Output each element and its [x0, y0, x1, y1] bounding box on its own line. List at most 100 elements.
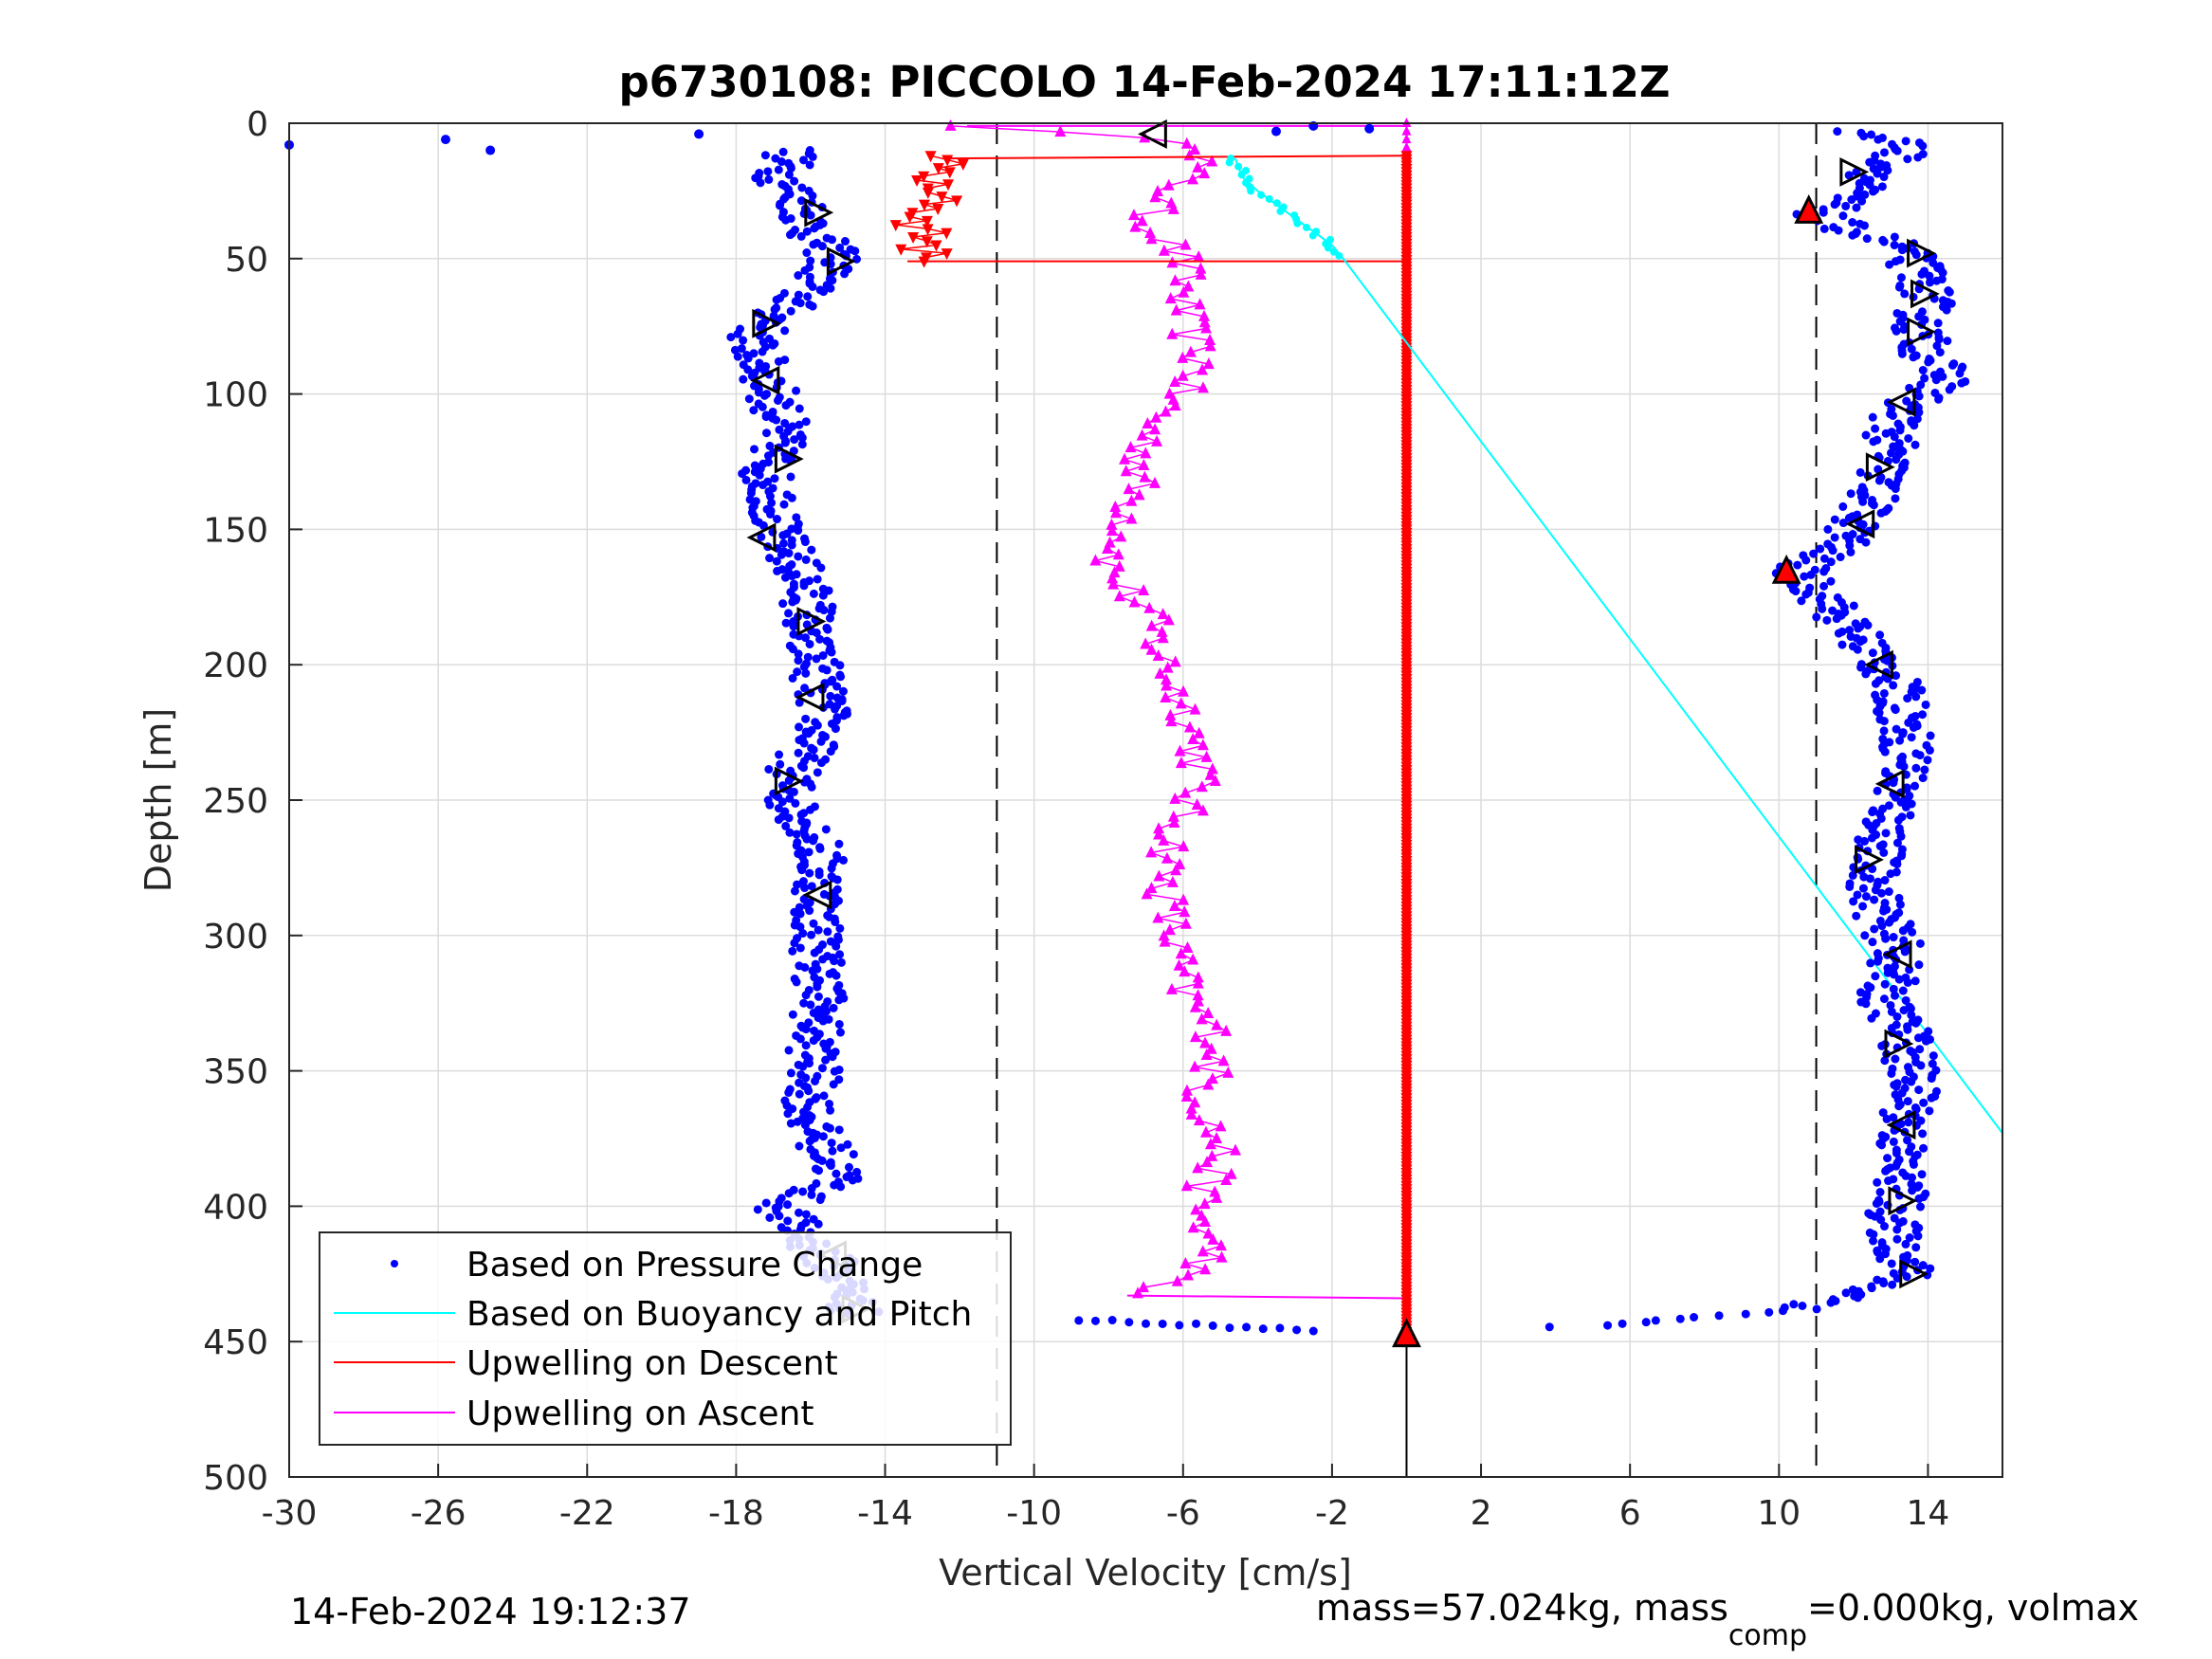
pressure-point	[1789, 1300, 1799, 1309]
pressure-point	[807, 782, 816, 792]
pressure-point	[1867, 130, 1876, 139]
pressure-point	[1844, 513, 1854, 522]
ascent-upwelling-point	[944, 118, 957, 131]
pressure-point	[814, 870, 824, 880]
pressure-point	[795, 1089, 804, 1099]
pressure-point	[777, 550, 786, 559]
pressure-point	[1880, 747, 1890, 757]
pressure-point	[1910, 421, 1919, 430]
pressure-point	[1873, 169, 1882, 178]
pressure-point	[829, 1003, 838, 1012]
pressure-point	[814, 992, 823, 1001]
pressure-point	[831, 704, 840, 714]
pressure-point	[1885, 260, 1894, 269]
ascent-upwelling-point	[1158, 929, 1170, 941]
pressure-point	[759, 391, 769, 400]
pressure-point	[1853, 1293, 1862, 1303]
pressure-point	[1934, 394, 1944, 404]
pressure-point	[1920, 765, 1929, 775]
ascent-upwelling-point	[1160, 691, 1172, 703]
pressure-point	[813, 574, 822, 584]
ascent-upwelling-point	[1158, 244, 1170, 256]
pressure-point	[838, 686, 848, 696]
pressure-point	[809, 240, 818, 249]
pressure-point	[1925, 1106, 1934, 1116]
pressure-point	[802, 227, 812, 236]
buoyancy-point	[1329, 247, 1338, 256]
pressure-point	[1838, 501, 1848, 511]
direction-marker	[1874, 769, 1905, 799]
ascent-upwelling-point	[1175, 697, 1187, 709]
pressure-point	[1641, 1318, 1651, 1327]
pressure-point	[1907, 733, 1916, 742]
pressure-point	[774, 395, 783, 405]
pressure-point	[1868, 412, 1877, 422]
direction-marker	[1882, 939, 1912, 970]
ascent-upwelling-point	[1164, 708, 1177, 720]
ascent-upwelling-point	[1200, 1048, 1213, 1061]
pressure-point	[788, 597, 797, 607]
pressure-point	[794, 271, 803, 281]
direction-marker	[1864, 649, 1893, 680]
pressure-point	[1856, 663, 1866, 672]
pressure-point	[795, 420, 804, 429]
pressure-point	[784, 1046, 794, 1055]
pressure-point	[1861, 892, 1871, 902]
pressure-point	[1889, 1137, 1898, 1146]
pressure-point	[836, 957, 846, 967]
pressure-point	[1932, 276, 1942, 285]
pressure-point	[1914, 1194, 1924, 1203]
pressure-point	[1818, 604, 1827, 613]
pressure-point	[1917, 269, 1927, 279]
ascent-upwelling-point	[1160, 405, 1172, 417]
pressure-point	[798, 1062, 808, 1071]
descent-upwelling-point	[936, 191, 948, 204]
y-tick-label: 100	[203, 376, 268, 415]
ascent-upwelling-point	[1197, 804, 1209, 816]
pressure-point	[777, 797, 787, 807]
pressure-point	[786, 1119, 795, 1128]
pressure-point	[796, 810, 806, 819]
ascent-upwelling-point	[1179, 917, 1192, 929]
ascent-upwelling-point	[1189, 1060, 1201, 1072]
pressure-point	[1947, 360, 1957, 370]
pressure-point	[770, 474, 779, 483]
pressure-point	[794, 290, 803, 300]
ascent-upwelling-point	[1106, 518, 1118, 530]
pressure-point	[1866, 958, 1875, 968]
pressure-point	[1892, 1234, 1902, 1244]
pressure-point	[784, 170, 794, 179]
pressure-point	[808, 966, 817, 975]
ascent-upwelling-point	[1169, 792, 1181, 804]
pressure-point	[765, 441, 775, 450]
ascent-upwelling-point	[1211, 1018, 1223, 1030]
pressure-point	[1812, 612, 1821, 622]
ascent-upwelling-point	[1182, 280, 1195, 292]
pressure-point	[779, 500, 789, 509]
pressure-point	[786, 306, 795, 316]
pressure-point	[1865, 157, 1874, 167]
pressure-bottom-point	[1090, 1316, 1100, 1325]
pressure-point	[1834, 226, 1843, 235]
pressure-point	[788, 946, 797, 956]
direction-marker	[750, 365, 780, 395]
ascent-upwelling-point	[1149, 191, 1161, 203]
pressure-point	[835, 923, 845, 933]
pressure-point	[1884, 801, 1893, 811]
pressure-bottom-point	[1242, 1322, 1252, 1332]
pressure-point	[819, 287, 829, 297]
pressure-point	[1838, 211, 1848, 221]
ascent-upwelling-point	[1200, 321, 1213, 334]
legend-label-buoyancy: Based on Buoyancy and Pitch	[466, 1295, 972, 1334]
descent-upwelling-point	[951, 195, 963, 208]
pressure-point	[795, 404, 804, 413]
pressure-point	[799, 662, 809, 671]
direction-marker	[1886, 1110, 1916, 1140]
pressure-point	[1877, 921, 1887, 931]
pressure-point	[1879, 726, 1889, 736]
pressure-point	[836, 1143, 846, 1153]
pressure-point	[1791, 587, 1801, 596]
ascent-upwelling-point	[1177, 369, 1189, 381]
pressure-point	[800, 963, 810, 973]
pressure-point	[1897, 1088, 1907, 1098]
